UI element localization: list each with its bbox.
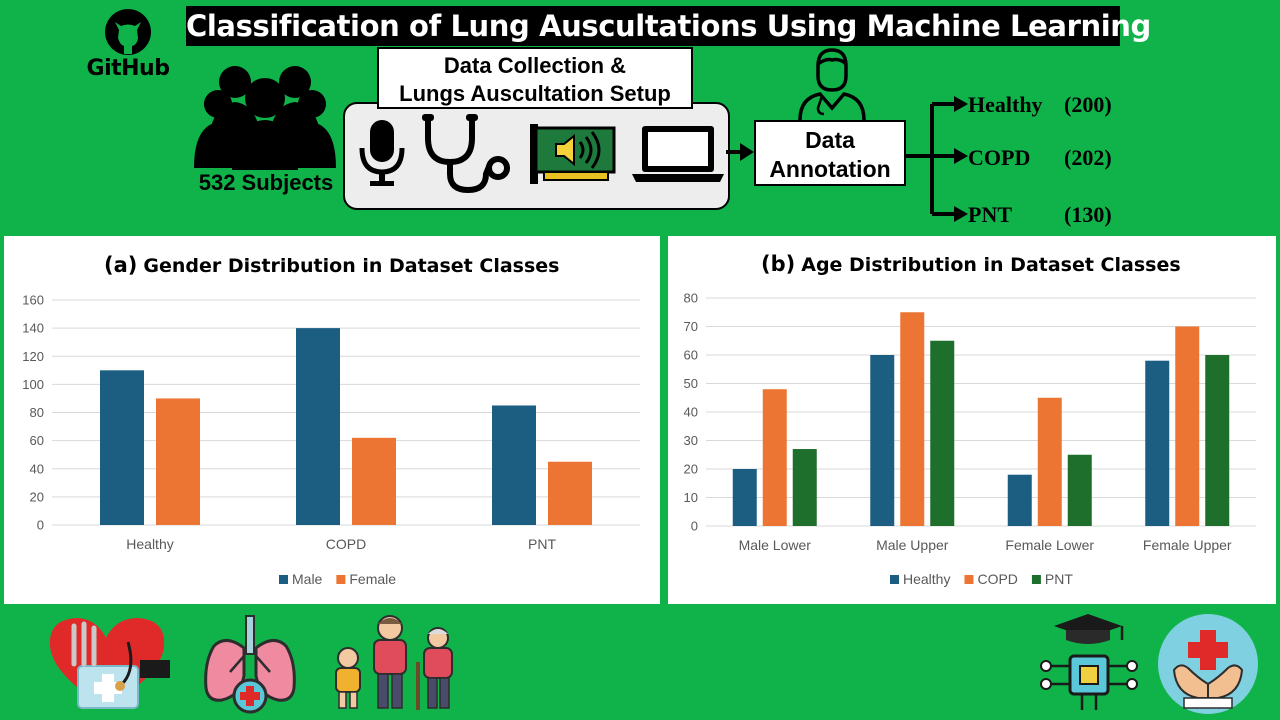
legend-label: Healthy <box>903 571 950 587</box>
page-title: Classification of Lung Auscultations Usi… <box>186 6 1151 46</box>
y-tick-label: 160 <box>22 293 44 308</box>
legend-label: Male <box>292 571 323 587</box>
y-tick-label: 100 <box>22 377 44 392</box>
legend-swatch <box>336 575 346 584</box>
bar-pnt-female-lower <box>1067 454 1092 526</box>
setup-title-line1: Data Collection & <box>443 53 627 78</box>
chart-a-title-text: Gender Distribution in Dataset Classes <box>143 255 560 277</box>
legend-swatch <box>890 575 899 584</box>
subjects-group-icon <box>194 66 336 170</box>
legend-label: COPD <box>977 571 1017 587</box>
chart-panel-gender: (a) Gender Distribution in Dataset Classe… <box>4 236 660 604</box>
bar-healthy-female-upper <box>1145 360 1170 526</box>
bar-female-pnt <box>548 461 592 525</box>
y-tick-label: 10 <box>684 490 698 505</box>
bar-healthy-male-upper <box>870 355 895 526</box>
class-name-pnt: PNT <box>968 202 1012 227</box>
chart-a-tag: (a) <box>104 253 138 277</box>
microphone-icon <box>359 120 405 186</box>
bar-copd-female-upper <box>1175 326 1200 526</box>
y-tick-label: 0 <box>691 519 698 534</box>
bar-healthy-female-lower <box>1007 474 1032 526</box>
healthcare-hands-icon <box>1158 614 1258 714</box>
setup-title: Data Collection & Lungs Auscultation Set… <box>377 47 693 109</box>
chart-b-tag: (b) <box>761 252 796 276</box>
bar-female-healthy <box>156 398 200 525</box>
annotation-line1: Data <box>805 127 855 153</box>
y-tick-label: 20 <box>684 462 698 477</box>
sound-card-icon <box>530 124 616 184</box>
ai-education-icon <box>1040 614 1138 710</box>
bar-pnt-male-upper <box>930 340 955 526</box>
x-tick-label: Healthy <box>126 536 173 552</box>
class-branch-arrows <box>906 96 968 222</box>
class-name-healthy: Healthy <box>968 92 1043 117</box>
y-tick-label: 40 <box>684 405 698 420</box>
subjects-label: 532 Subjects <box>198 170 334 195</box>
y-tick-label: 0 <box>37 518 44 533</box>
legend-swatch <box>279 575 288 584</box>
bar-pnt-male-lower <box>792 449 817 526</box>
stethoscope-icon <box>422 114 510 194</box>
class-count-copd: (202) <box>1064 145 1112 170</box>
x-tick-label: PNT <box>528 536 556 552</box>
legend-swatch <box>1031 575 1041 584</box>
family-icon <box>335 615 453 710</box>
github-label: GitHub <box>86 56 170 81</box>
setup-title-line2: Lungs Auscultation Setup <box>399 81 671 106</box>
laptop-icon <box>632 126 724 182</box>
bar-copd-female-lower <box>1037 397 1062 526</box>
y-tick-label: 50 <box>684 376 698 391</box>
legend-label: PNT <box>1045 571 1073 587</box>
y-tick-label: 40 <box>30 461 44 476</box>
y-tick-label: 140 <box>22 321 44 336</box>
y-tick-label: 30 <box>684 433 698 448</box>
x-tick-label: COPD <box>326 536 366 552</box>
arrow-to-annotation-icon <box>726 143 754 161</box>
lungs-icon <box>204 615 296 714</box>
x-tick-label: Male Lower <box>739 537 812 553</box>
doctor-icon <box>798 48 866 121</box>
y-tick-label: 80 <box>30 405 44 420</box>
bar-female-copd <box>352 437 396 525</box>
github-logo[interactable]: GitHub <box>82 8 174 84</box>
bar-male-copd <box>296 328 340 525</box>
bar-male-healthy <box>100 370 144 525</box>
legend-label: Female <box>349 571 396 587</box>
x-tick-label: Female Lower <box>1005 537 1094 553</box>
bar-copd-male-lower <box>762 389 787 526</box>
class-name-copd: COPD <box>968 145 1031 170</box>
bar-healthy-male-lower <box>732 469 757 526</box>
x-tick-label: Male Upper <box>876 537 949 553</box>
gender-chart: 0 20 40 60 80 100 120 140 160 Healthy COPD PNT Male F… <box>22 293 640 587</box>
x-tick-label: Female Upper <box>1143 537 1232 553</box>
bar-pnt-female-upper <box>1205 355 1230 526</box>
annotation-box: Data Annotation <box>754 120 906 186</box>
class-count-pnt: (130) <box>1064 202 1112 227</box>
y-tick-label: 60 <box>684 348 698 363</box>
y-tick-label: 80 <box>684 291 698 306</box>
chart-b-title-text: Age Distribution in Dataset Classes <box>801 254 1181 276</box>
y-tick-label: 20 <box>30 489 44 504</box>
annotation-line2: Annotation <box>769 156 891 182</box>
chart-a-title: (a) Gender Distribution in Dataset Classe… <box>104 253 559 277</box>
y-tick-label: 70 <box>684 319 698 334</box>
chart-b-title: (b) Age Distribution in Dataset Classes <box>761 252 1181 276</box>
y-tick-label: 60 <box>30 433 44 448</box>
bar-male-pnt <box>492 405 536 525</box>
y-tick-label: 120 <box>22 349 44 364</box>
age-chart: 0 10 20 30 40 50 60 70 80 Male Lower Male Upper Fem… <box>684 291 1256 587</box>
chart-panel-age: (b) Age Distribution in Dataset Classes 0… <box>668 236 1276 604</box>
class-count-healthy: (200) <box>1064 92 1112 117</box>
heart-health-icon <box>49 618 170 709</box>
bar-copd-male-upper <box>900 312 925 526</box>
legend-swatch <box>964 575 974 584</box>
github-icon <box>105 9 151 55</box>
